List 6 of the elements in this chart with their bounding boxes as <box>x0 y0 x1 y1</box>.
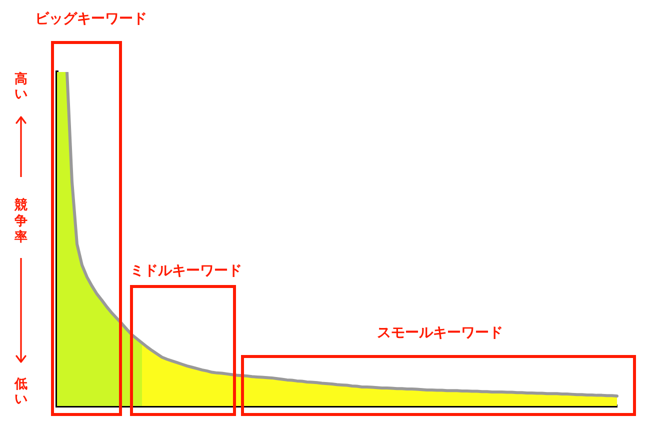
annotation: ミドルキーワード <box>130 263 242 279</box>
y-axis-title: 競争率 <box>14 198 28 246</box>
text: 高い <box>14 72 28 102</box>
text: ビッグキーワード <box>35 11 147 27</box>
text: 低い <box>14 377 28 407</box>
annotation: スモールキーワード <box>377 325 503 341</box>
